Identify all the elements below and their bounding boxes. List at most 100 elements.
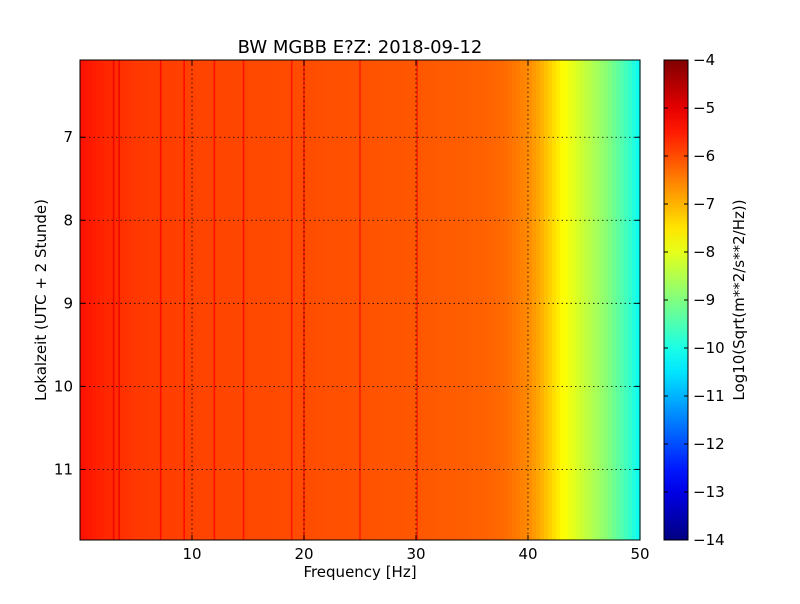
heatmap-band (324, 60, 329, 540)
chart-title: BW MGBB E?Z: 2018-09-12 (238, 37, 483, 58)
heatmap-band (476, 60, 481, 540)
y-tick-label: 11 (54, 460, 73, 478)
heatmap-band (488, 60, 493, 540)
heatmap-band (600, 60, 605, 540)
colorbar-tick-label: −9 (693, 291, 715, 309)
colorbar-tick-label: −6 (693, 147, 715, 165)
heatmap-band (580, 60, 585, 540)
heatmap-band (288, 60, 293, 540)
heatmap-band (140, 60, 145, 540)
heatmap-band (612, 60, 617, 540)
heatmap-band (292, 60, 297, 540)
heatmap-band (624, 60, 629, 540)
heatmap-band (540, 60, 545, 540)
heatmap-band (308, 60, 313, 540)
heatmap-band (328, 60, 333, 540)
heatmap-band (388, 60, 393, 540)
heatmap-band (108, 60, 113, 540)
heatmap-band (568, 60, 573, 540)
heatmap-band (268, 60, 273, 540)
heatmap-band (296, 60, 301, 540)
heatmap-band (552, 60, 557, 540)
heatmap-band (420, 60, 425, 540)
heatmap-band (520, 60, 525, 540)
heatmap-band (452, 60, 457, 540)
colorbar-tick-label: −10 (693, 339, 725, 357)
colorbar-tick-label: −4 (693, 51, 715, 69)
heatmap-band (184, 60, 189, 540)
heatmap-band (160, 60, 165, 540)
heatmap-band (84, 60, 89, 540)
spectral-line (159, 60, 162, 540)
x-tick-label: 50 (630, 545, 649, 563)
heatmap-band (224, 60, 229, 540)
heatmap-band (220, 60, 225, 540)
x-tick-label: 30 (406, 545, 425, 563)
heatmap-band (204, 60, 209, 540)
heatmap-band (196, 60, 201, 540)
heatmap-band (516, 60, 521, 540)
heatmap-band (104, 60, 109, 540)
heatmap-band (408, 60, 413, 540)
spectral-line (416, 60, 418, 540)
x-tick-label: 20 (294, 545, 313, 563)
heatmap-band (188, 60, 193, 540)
heatmap-band (248, 60, 253, 540)
heatmap-band (492, 60, 497, 540)
heatmap-band (504, 60, 509, 540)
heatmap-band (620, 60, 625, 540)
heatmap-band (432, 60, 437, 540)
heatmap-band (548, 60, 553, 540)
heatmap-band (284, 60, 289, 540)
heatmap-band (584, 60, 589, 540)
y-axis-label: Lokalzeit (UTC + 2 Stunde) (32, 199, 50, 401)
heatmap-band (100, 60, 105, 540)
heatmap-band (336, 60, 341, 540)
heatmap-band (632, 60, 637, 540)
y-tick-label: 8 (63, 211, 73, 229)
heatmap-band (460, 60, 465, 540)
plot-frame (79, 59, 641, 541)
heatmap-band (576, 60, 581, 540)
heatmap-band (228, 60, 233, 540)
y-tick-label: 9 (63, 294, 73, 312)
heatmap-band (304, 60, 309, 540)
heatmap-band (92, 60, 97, 540)
colorbar-tick-label: −11 (693, 387, 725, 405)
heatmap-band (376, 60, 381, 540)
heatmap-band (136, 60, 141, 540)
heatmap-band (364, 60, 369, 540)
spectral-line (118, 60, 120, 540)
heatmap-band (628, 60, 633, 540)
heatmap-band (260, 60, 265, 540)
heatmap-band (300, 60, 305, 540)
heatmap-band (380, 60, 385, 540)
heatmap-band (316, 60, 321, 540)
heatmap-band (400, 60, 405, 540)
heatmap-band (416, 60, 421, 540)
heatmap-band (352, 60, 357, 540)
heatmap-band (132, 60, 137, 540)
x-tick-label: 40 (518, 545, 537, 563)
heatmap-band (448, 60, 453, 540)
heatmap-band (208, 60, 213, 540)
spectral-line (359, 60, 361, 540)
x-axis-label: Frequency [Hz] (303, 563, 416, 581)
heatmap-band (156, 60, 161, 540)
colorbar-tick-label: −13 (693, 483, 725, 501)
heatmap-band (480, 60, 485, 540)
heatmap-band (384, 60, 389, 540)
y-axis-ticks: 7 8 9 10 11 (54, 128, 640, 478)
heatmap-band (176, 60, 181, 540)
heatmap-band (240, 60, 245, 540)
heatmap-band (312, 60, 317, 540)
heatmap-band (168, 60, 173, 540)
heatmap-band (532, 60, 537, 540)
heatmap-band (180, 60, 185, 540)
heatmap-band (536, 60, 541, 540)
heatmap-band (596, 60, 601, 540)
heatmap-band (524, 60, 529, 540)
spectral-line (290, 60, 293, 540)
